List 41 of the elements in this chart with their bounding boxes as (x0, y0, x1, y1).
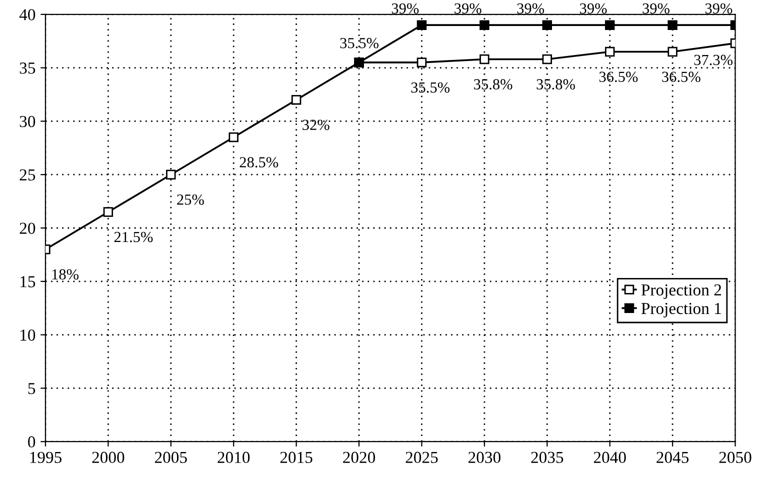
x-tick-label: 2030 (468, 452, 500, 464)
x-tick-label: 2015 (280, 452, 312, 464)
legend-label: Projection 2 (641, 284, 722, 299)
legend-label: Projection 1 (641, 302, 721, 318)
data-label: 39% (580, 3, 607, 14)
x-tick-label: 2035 (531, 452, 564, 464)
data-label: 39% (642, 3, 670, 14)
data-label: 39% (454, 3, 482, 14)
data-label: 39% (705, 3, 732, 14)
data-label: 28.5% (240, 157, 278, 168)
y-tick-label: 20 (20, 222, 36, 234)
x-tick-label: 2000 (92, 452, 124, 464)
data-label: 25% (177, 194, 204, 205)
x-tick-label: 2010 (218, 452, 250, 464)
data-label: 35.5% (411, 82, 450, 93)
x-tick-label: 2025 (406, 452, 438, 464)
y-tick-label: 5 (28, 383, 36, 394)
x-tick-label: 2045 (656, 452, 689, 464)
data-label: 37.3% (694, 54, 733, 66)
x-tick-label: 2005 (154, 452, 187, 464)
data-label: 36.5% (599, 72, 638, 82)
x-tick-label: 1995 (30, 452, 62, 464)
x-tick-label: 2020 (343, 452, 376, 464)
data-label: 21.5% (114, 232, 153, 242)
data-label: 18% (52, 269, 79, 280)
y-tick-label: 25 (20, 169, 36, 181)
y-tick-label: 15 (20, 276, 36, 288)
y-tick-label: 10 (20, 330, 36, 341)
data-label: 35.8% (474, 79, 512, 90)
y-tick-label: 40 (19, 9, 36, 20)
data-label: 32% (302, 120, 330, 130)
data-label: 35.5% (340, 38, 379, 48)
data-label: 39% (517, 3, 544, 14)
data-label: 39% (392, 3, 419, 14)
y-tick-label: 0 (28, 436, 36, 448)
data-label: 36.5% (662, 72, 700, 82)
y-tick-label: 35 (20, 62, 36, 74)
y-tick-label: 30 (20, 116, 36, 128)
x-tick-label: 2050 (719, 452, 752, 464)
data-label: 35.8% (536, 79, 575, 90)
x-tick-label: 2040 (594, 452, 626, 464)
